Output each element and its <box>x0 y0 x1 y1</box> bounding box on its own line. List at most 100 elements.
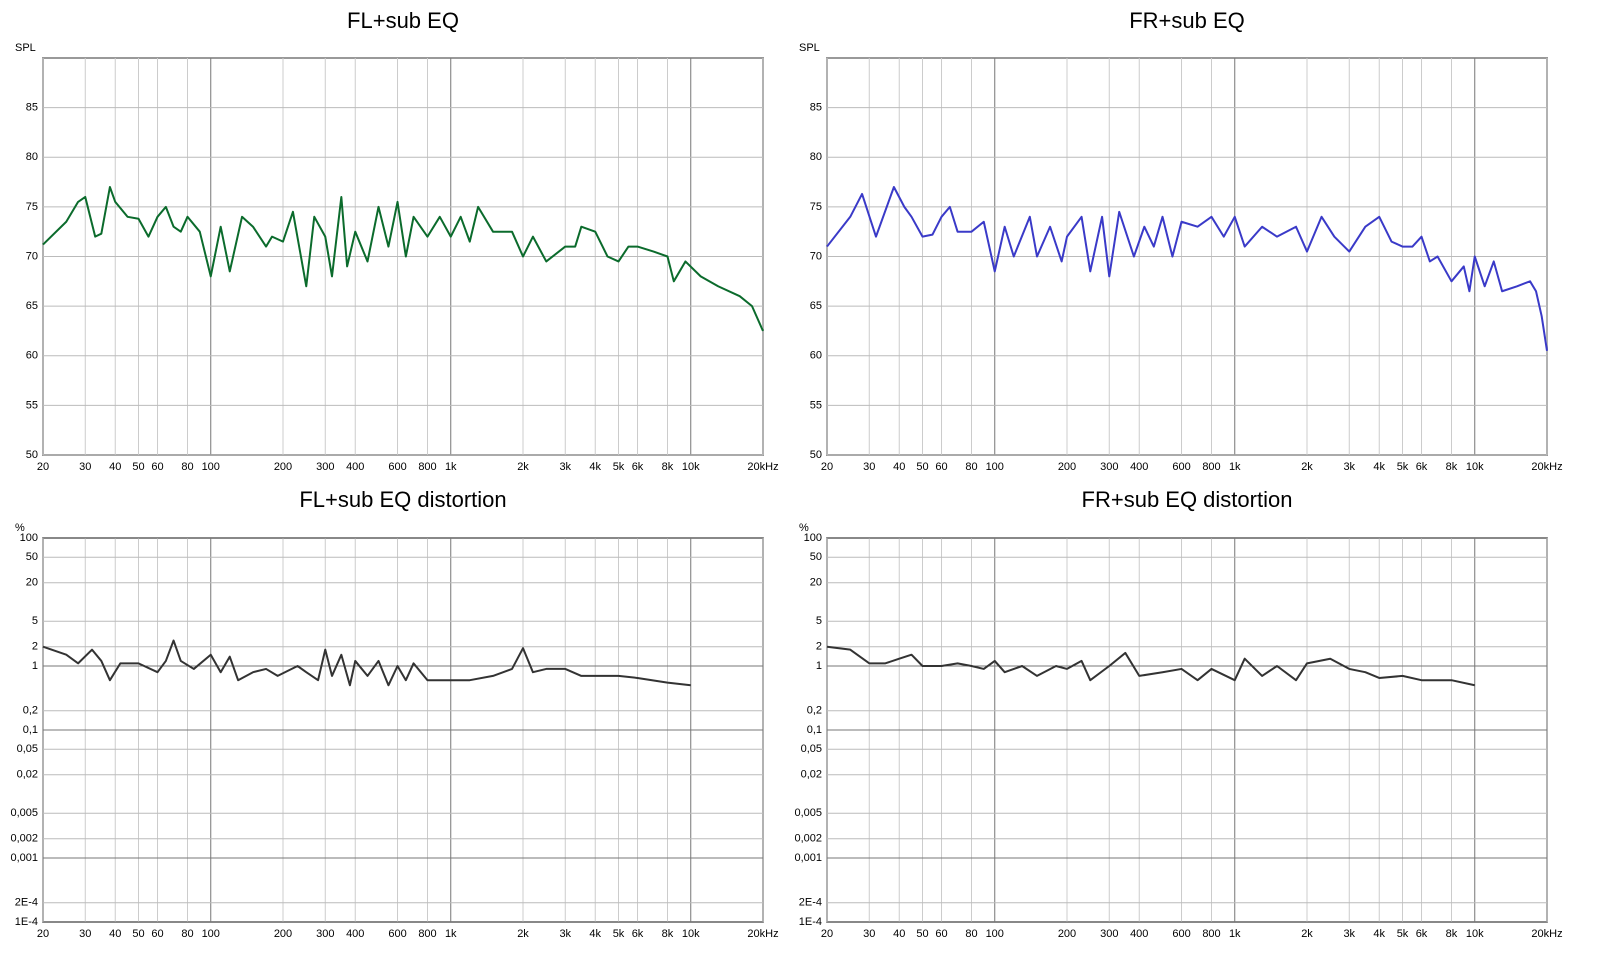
x-tick-label: 20kHz <box>1531 461 1562 473</box>
x-tick-label: 600 <box>1172 928 1190 940</box>
y-tick-label: 0,2 <box>23 705 38 717</box>
y-tick-label: 75 <box>810 201 822 213</box>
data-line <box>42 186 764 332</box>
x-tick-label: 800 <box>418 461 436 473</box>
x-tick-label: 10k <box>682 928 700 940</box>
x-tick-label: 5k <box>613 461 625 473</box>
y-tick-label: 0,05 <box>801 743 822 755</box>
x-tick-label: 100 <box>202 461 220 473</box>
y-tick-label: 50 <box>810 449 822 461</box>
y-tick-label: 5 <box>816 615 822 627</box>
x-tick-label: 600 <box>388 461 406 473</box>
x-tick-label: 60 <box>935 461 947 473</box>
x-tick-label: 200 <box>274 461 292 473</box>
y-tick-label: 85 <box>26 102 38 114</box>
x-tick-label: 4k <box>1373 461 1385 473</box>
x-tick-label: 400 <box>1130 461 1148 473</box>
y-tick-label: 2E-4 <box>15 897 38 909</box>
y-tick-label: 2 <box>32 641 38 653</box>
y-tick-label: 85 <box>810 102 822 114</box>
x-tick-label: 60 <box>935 928 947 940</box>
x-tick-label: 300 <box>316 928 334 940</box>
x-tick-label: 1k <box>445 461 457 473</box>
y-tick-label: 0,001 <box>10 852 38 864</box>
x-tick-label: 20 <box>821 928 833 940</box>
y-axis-label: SPL <box>15 42 36 54</box>
y-tick-label: 55 <box>810 399 822 411</box>
x-tick-label: 20 <box>37 461 49 473</box>
y-tick-label: 0,02 <box>17 769 38 781</box>
x-tick-label: 300 <box>316 461 334 473</box>
x-tick-label: 3k <box>1343 461 1355 473</box>
x-tick-label: 600 <box>1172 461 1190 473</box>
x-tick-label: 30 <box>79 928 91 940</box>
y-tick-label: 50 <box>26 551 38 563</box>
x-tick-label: 800 <box>418 928 436 940</box>
y-tick-label: 100 <box>804 532 822 544</box>
chart-title: FR+sub EQ distortion <box>1082 487 1293 512</box>
x-tick-label: 400 <box>346 461 364 473</box>
x-tick-label: 600 <box>388 928 406 940</box>
x-tick-label: 10k <box>682 461 700 473</box>
x-tick-label: 8k <box>662 928 674 940</box>
y-tick-label: 0,005 <box>10 807 38 819</box>
x-tick-label: 100 <box>986 928 1004 940</box>
y-tick-label: 70 <box>810 250 822 262</box>
x-tick-label: 3k <box>1343 928 1355 940</box>
y-tick-label: 80 <box>810 151 822 163</box>
y-tick-label: 5 <box>32 615 38 627</box>
y-tick-label: 1 <box>816 660 822 672</box>
y-tick-label: 0,001 <box>794 852 822 864</box>
x-tick-label: 4k <box>589 461 601 473</box>
x-tick-label: 200 <box>274 928 292 940</box>
x-tick-label: 40 <box>109 461 121 473</box>
x-tick-label: 5k <box>613 928 625 940</box>
x-tick-label: 80 <box>965 928 977 940</box>
y-tick-label: 0,005 <box>794 807 822 819</box>
x-tick-label: 20kHz <box>747 928 778 940</box>
y-tick-label: 0,05 <box>17 743 38 755</box>
y-tick-label: 0,1 <box>807 724 822 736</box>
y-tick-label: 0,02 <box>801 769 822 781</box>
chart-title: FL+sub EQ distortion <box>299 487 506 512</box>
x-tick-label: 300 <box>1100 928 1118 940</box>
y-tick-label: 65 <box>26 300 38 312</box>
y-axis-label: % <box>799 522 809 534</box>
x-tick-label: 5k <box>1397 461 1409 473</box>
x-tick-label: 10k <box>1466 461 1484 473</box>
y-tick-label: 65 <box>810 300 822 312</box>
y-tick-label: 2E-4 <box>799 897 822 909</box>
x-tick-label: 2k <box>517 928 529 940</box>
x-tick-label: 30 <box>863 928 875 940</box>
y-tick-label: 1 <box>32 660 38 672</box>
y-tick-label: 0,2 <box>807 705 822 717</box>
x-tick-label: 100 <box>986 461 1004 473</box>
x-tick-label: 800 <box>1202 461 1220 473</box>
x-tick-label: 10k <box>1466 928 1484 940</box>
x-tick-label: 30 <box>863 461 875 473</box>
data-line <box>42 639 691 687</box>
x-tick-label: 3k <box>559 928 571 940</box>
x-tick-label: 50 <box>132 461 144 473</box>
x-tick-label: 80 <box>181 461 193 473</box>
data-line <box>826 186 1548 351</box>
y-tick-label: 1E-4 <box>15 916 38 928</box>
x-tick-label: 20 <box>821 461 833 473</box>
x-tick-label: 50 <box>916 461 928 473</box>
x-tick-label: 40 <box>893 928 905 940</box>
y-tick-label: 1E-4 <box>799 916 822 928</box>
y-tick-label: 20 <box>810 577 822 589</box>
x-tick-label: 50 <box>916 928 928 940</box>
x-tick-label: 300 <box>1100 461 1118 473</box>
data-line <box>826 645 1475 687</box>
x-tick-label: 400 <box>1130 928 1148 940</box>
y-tick-label: 50 <box>810 551 822 563</box>
x-tick-label: 30 <box>79 461 91 473</box>
x-tick-label: 8k <box>1446 928 1458 940</box>
y-tick-label: 0,1 <box>23 724 38 736</box>
y-tick-label: 60 <box>26 350 38 362</box>
y-tick-label: 2 <box>816 641 822 653</box>
x-tick-label: 50 <box>132 928 144 940</box>
x-tick-label: 20kHz <box>1531 928 1562 940</box>
x-tick-label: 3k <box>559 461 571 473</box>
